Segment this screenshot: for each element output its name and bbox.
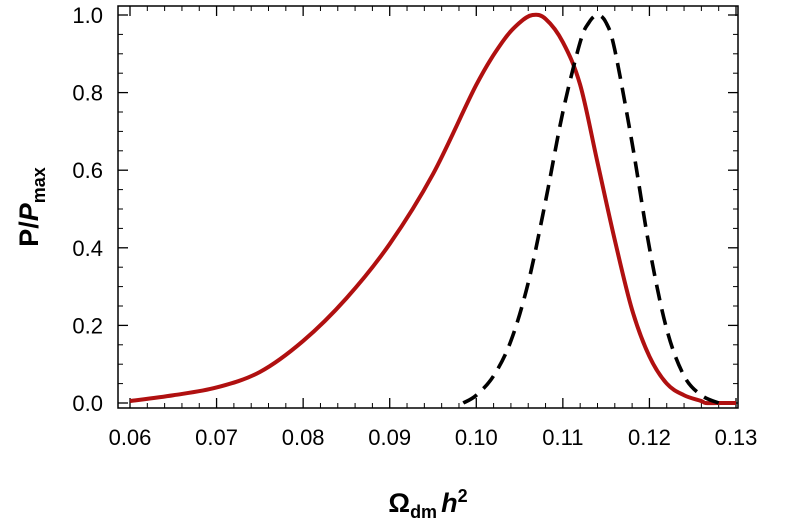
x-axis-label-sub: dm xyxy=(410,502,437,522)
x-axis-label: Ωdm h2 xyxy=(388,486,467,522)
y-tick-label: 1.0 xyxy=(72,3,103,28)
x-tick-label: 0.08 xyxy=(282,425,325,450)
y-axis-label-italic: P xyxy=(14,202,44,221)
x-tick-label: 0.12 xyxy=(628,425,671,450)
y-tick-label: 0.6 xyxy=(72,158,103,183)
x-axis-label-main: Ω xyxy=(388,488,410,518)
y-tick-label: 0.8 xyxy=(72,81,103,106)
y-axis-label-main: P/ xyxy=(14,221,44,247)
x-axis-label-sup: 2 xyxy=(458,486,468,506)
x-tick-label: 0.11 xyxy=(542,425,583,450)
y-axis-label-sub: max xyxy=(29,167,49,203)
x-tick-label: 0.13 xyxy=(715,425,758,450)
series-line-1-solid xyxy=(129,12,736,406)
x-tick-label: 0.07 xyxy=(195,425,238,450)
x-axis-label-italic: h xyxy=(441,488,458,518)
y-tick-label: 0.2 xyxy=(72,313,103,338)
tick-labels: 0.06 0.07 0.08 0.09 0.10 0.11 0.12 0.13 0.0 0.2 0.… xyxy=(72,3,757,450)
y-axis-label: P/Pmax xyxy=(14,167,49,247)
plot-frame xyxy=(117,5,739,409)
series-layer xyxy=(129,12,736,406)
x-tick-label: 0.06 xyxy=(109,425,152,450)
ticks xyxy=(118,6,738,408)
y-tick-label: 0.4 xyxy=(72,236,103,261)
y-tick-label: 0.0 xyxy=(72,391,103,416)
x-tick-label: 0.09 xyxy=(368,425,411,450)
x-tick-label: 0.10 xyxy=(455,425,498,450)
series-line-2-dashed xyxy=(462,13,720,405)
